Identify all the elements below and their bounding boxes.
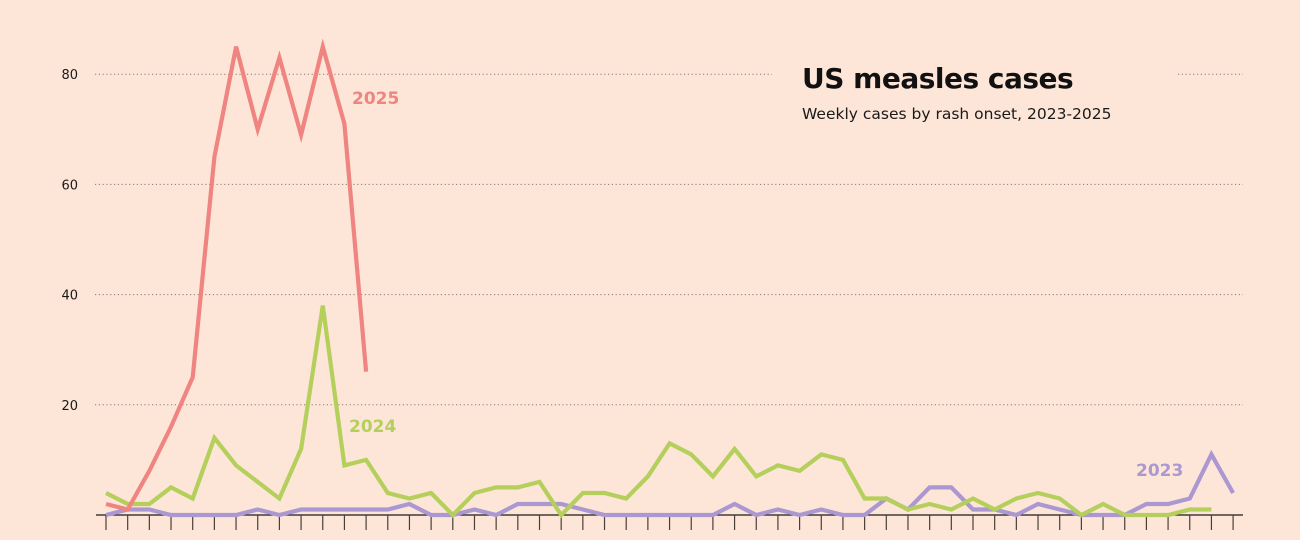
series-label-2024: 2024 bbox=[349, 417, 396, 437]
series-label-2023: 2023 bbox=[1136, 461, 1183, 481]
y-tick-label: 40 bbox=[61, 289, 78, 304]
series-line-2025 bbox=[105, 38, 369, 512]
series-line-2024 bbox=[105, 305, 1212, 519]
y-tick-label: 20 bbox=[61, 399, 78, 414]
series-line-2023 bbox=[105, 449, 1235, 518]
chart-title: US measles cases bbox=[802, 62, 1074, 95]
gridlines bbox=[95, 73, 1243, 406]
chart-subtitle: Weekly cases by rash onset, 2023-2025 bbox=[802, 105, 1112, 123]
chart-title-block: US measles cases Weekly cases by rash on… bbox=[772, 56, 1176, 136]
x-axis bbox=[96, 514, 1243, 530]
series-lines bbox=[105, 38, 1235, 519]
y-tick-label: 60 bbox=[61, 178, 78, 193]
y-tick-label: 80 bbox=[61, 68, 78, 83]
y-axis: 20 40 60 80 bbox=[61, 68, 78, 414]
series-labels: 2023 2024 2025 bbox=[349, 89, 1183, 481]
series-label-2025: 2025 bbox=[352, 89, 399, 109]
